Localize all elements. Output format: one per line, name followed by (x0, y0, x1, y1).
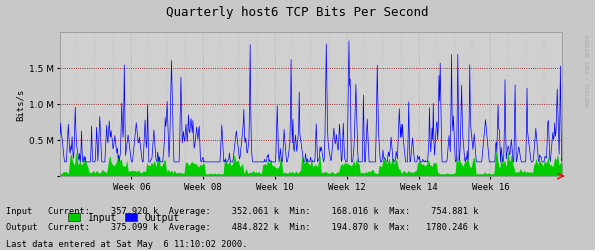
Text: Input   Current:    357.920 k  Average:    352.061 k  Min:    168.016 k  Max:   : Input Current: 357.920 k Average: 352.06… (6, 206, 478, 215)
Y-axis label: Bits/s: Bits/s (16, 88, 25, 120)
Text: RRDTOOL / TOBI OETIKER: RRDTOOL / TOBI OETIKER (586, 34, 591, 106)
Text: Last data entered at Sat May  6 11:10:02 2000.: Last data entered at Sat May 6 11:10:02 … (6, 239, 248, 248)
Legend: Input, Output: Input, Output (64, 208, 183, 226)
Text: Quarterly host6 TCP Bits Per Second: Quarterly host6 TCP Bits Per Second (166, 6, 429, 19)
Text: Output  Current:    375.099 k  Average:    484.822 k  Min:    194.870 k  Max:   : Output Current: 375.099 k Average: 484.8… (6, 222, 478, 232)
